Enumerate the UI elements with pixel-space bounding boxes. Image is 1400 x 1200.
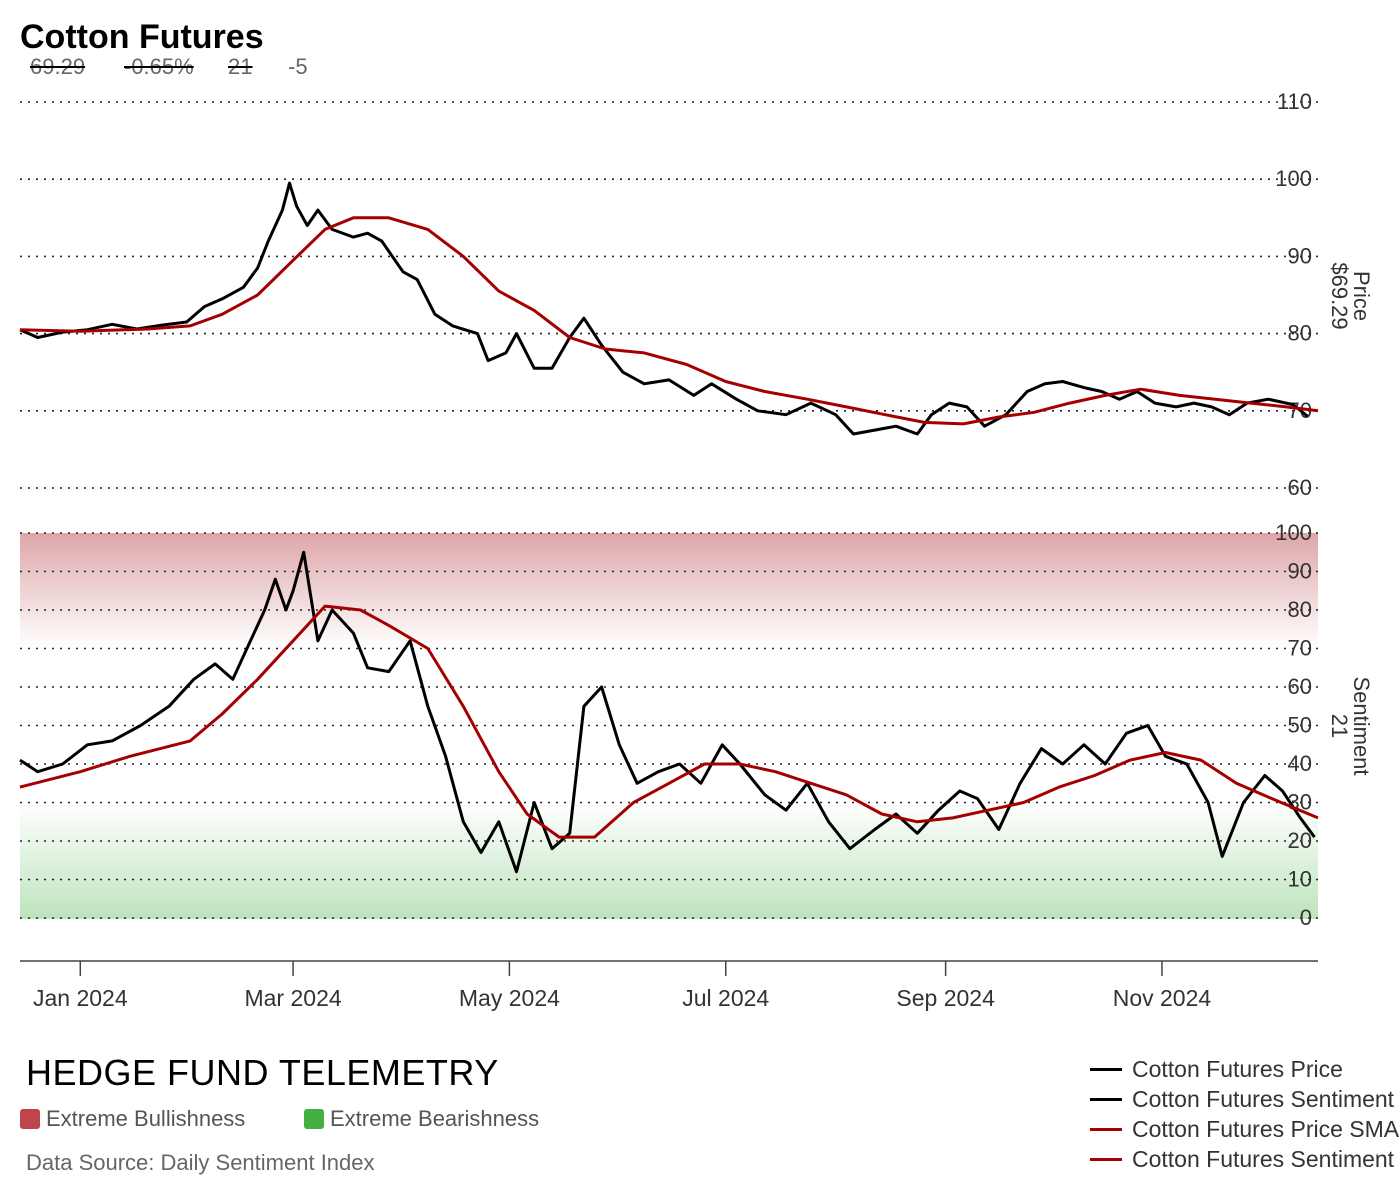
current-sentiment: 21: [228, 54, 253, 79]
sentiment-axis-label: Sentiment: [1349, 676, 1374, 775]
legend-swatch: [1090, 1127, 1122, 1131]
price-sma-line: [19, 216, 1319, 426]
sentiment-series-group: [19, 550, 1319, 874]
bullish-swatch: [20, 1109, 40, 1129]
chart-legend: Cotton Futures Price Cotton Futures Sent…: [1090, 1054, 1400, 1174]
price-tick-label: 80: [1288, 321, 1312, 346]
legend-label: Cotton Futures Sentiment: [1132, 1085, 1395, 1112]
legend-label: Cotton Futures Price SMA: [1132, 1115, 1400, 1142]
sentiment-sma-line: [19, 604, 1319, 839]
bullish-key: Extreme Bullishness: [20, 1106, 245, 1132]
sentiment-change: -5: [288, 54, 308, 79]
sentiment-line: [19, 550, 1316, 874]
legend-swatch: [1090, 1067, 1122, 1071]
price-tick-label: 110: [1277, 89, 1312, 114]
price-tick-label: 100: [1275, 166, 1312, 191]
legend-item-sentiment[interactable]: Cotton Futures Sentiment: [1090, 1084, 1400, 1114]
price-axis-label: Price: [1349, 271, 1374, 321]
price-series-group: [19, 181, 1319, 436]
price-tick-label: 60: [1288, 475, 1312, 500]
price-axis-value: $69.29: [1327, 262, 1352, 329]
brand-name: HEDGE FUND TELEMETRY: [26, 1052, 499, 1093]
legend-swatch: [1090, 1157, 1122, 1161]
extreme-bullish-zone: [20, 533, 1318, 648]
price-tick-label: 90: [1288, 243, 1312, 268]
sentiment-tick-label: 70: [1288, 636, 1312, 661]
bearish-swatch: [304, 1109, 324, 1129]
sentiment-tick-label: 20: [1288, 828, 1312, 853]
sentiment-tick-label: 10: [1288, 867, 1312, 892]
data-source: Data Source: Daily Sentiment Index: [26, 1150, 375, 1175]
x-tick-label: May 2024: [459, 985, 560, 1011]
x-tick-label: Jul 2024: [682, 985, 769, 1011]
bullish-key-label: Extreme Bullishness: [46, 1106, 246, 1131]
price-change-pct: -0.65%: [124, 54, 194, 79]
legend-item-price-sma[interactable]: Cotton Futures Price SMA: [1090, 1114, 1400, 1144]
legend-item-sentiment-sma[interactable]: Cotton Futures Sentiment SMA: [1090, 1144, 1400, 1174]
sentiment-tick-label: 100: [1275, 520, 1312, 545]
x-tick-label: Jan 2024: [33, 985, 128, 1011]
sentiment-tick-label: 0: [1300, 905, 1312, 930]
x-axis: Jan 2024 Mar 2024 May 2024 Jul 2024 Sep 2024…: [20, 960, 1318, 1011]
x-tick-label: Mar 2024: [244, 985, 341, 1011]
x-tick-label: Nov 2024: [1113, 985, 1212, 1011]
legend-label: Cotton Futures Price: [1132, 1055, 1343, 1082]
legend-swatch: [1090, 1097, 1122, 1101]
price-line: [19, 181, 1309, 436]
sentiment-tick-label: 80: [1288, 597, 1312, 622]
sentiment-tick-label: 40: [1288, 751, 1312, 776]
sentiment-tick-label: 90: [1288, 559, 1312, 584]
bearish-key: Extreme Bearishness: [304, 1106, 539, 1132]
legend-label: Cotton Futures Sentiment SMA: [1132, 1145, 1400, 1172]
current-price: 69.29: [30, 54, 86, 79]
bearish-key-label: Extreme Bearishness: [330, 1106, 540, 1131]
legend-item-price[interactable]: Cotton Futures Price: [1090, 1054, 1400, 1084]
sentiment-tick-label: 60: [1288, 674, 1312, 699]
x-tick-label: Sep 2024: [896, 985, 995, 1011]
chart-title: Cotton Futures: [20, 18, 264, 56]
sentiment-axis-value: 21: [1327, 714, 1352, 738]
extreme-bearish-zone: [20, 802, 1318, 919]
sentiment-tick-label: 50: [1288, 713, 1312, 738]
